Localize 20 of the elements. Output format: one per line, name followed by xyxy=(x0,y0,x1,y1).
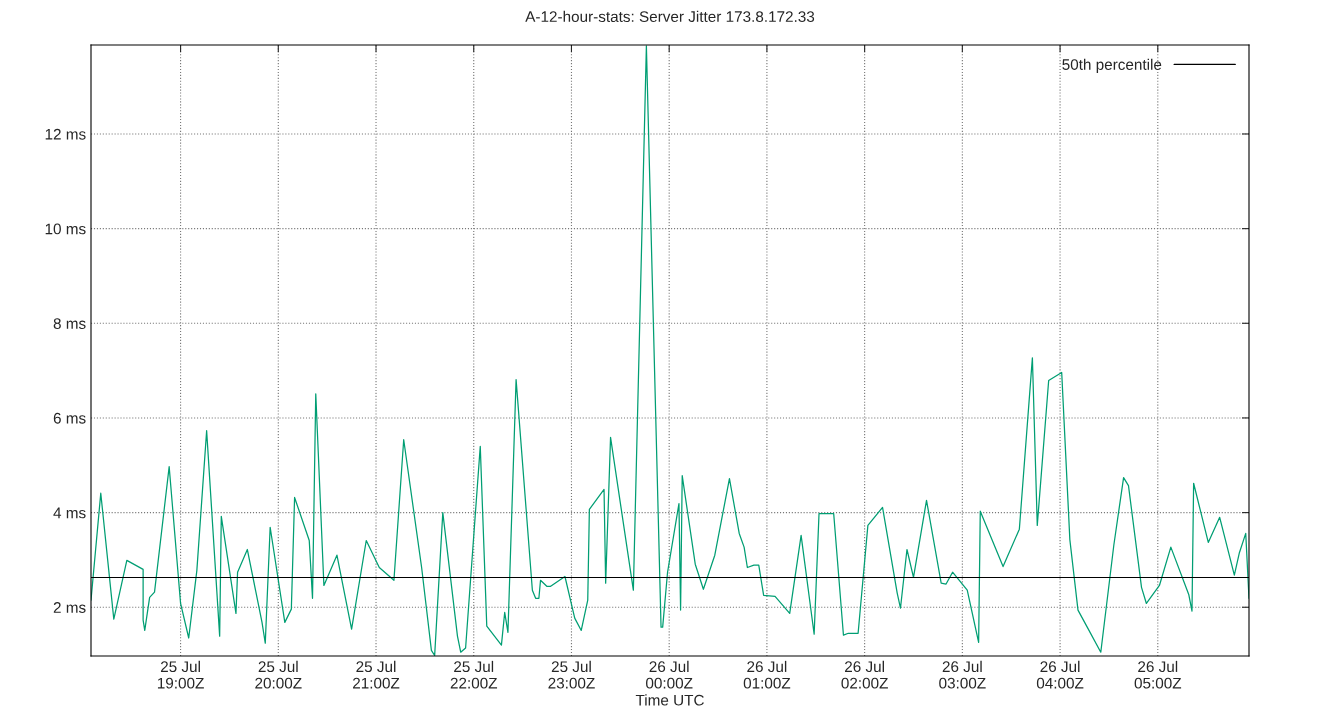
x-tick-label: 25 Jul 21:00Z xyxy=(353,660,400,689)
x-tick-label: 26 Jul 03:00Z xyxy=(939,660,986,689)
y-tick-label: 6 ms xyxy=(53,412,86,424)
x-tick-label: 26 Jul 05:00Z xyxy=(1134,660,1182,689)
x-tick-label: 25 Jul 20:00Z xyxy=(255,660,302,689)
y-tick-label: 12 ms xyxy=(45,128,86,140)
x-tick-label: 26 Jul 00:00Z xyxy=(646,660,693,689)
x-tick-label: 25 Jul 22:00Z xyxy=(450,660,498,689)
chart-title: A-12-hour-stats: Server Jitter 173.8.172.33 xyxy=(525,10,815,23)
legend-label: 50th percentile xyxy=(1062,58,1162,73)
y-tick-label: 2 ms xyxy=(53,602,86,613)
y-tick-label: 4 ms xyxy=(53,507,86,519)
y-tick-label: 10 ms xyxy=(45,223,86,235)
x-tick-label: 26 Jul 04:00Z xyxy=(1036,660,1084,689)
x-axis-title: Time UTC xyxy=(635,694,704,706)
x-tick-label: 25 Jul 19:00Z xyxy=(157,660,204,689)
x-tick-label: 26 Jul 01:00Z xyxy=(743,660,791,689)
x-tick-label: 25 Jul 23:00Z xyxy=(548,660,595,689)
y-tick-label: 8 ms xyxy=(53,318,86,329)
x-tick-label: 26 Jul 02:00Z xyxy=(841,660,888,689)
